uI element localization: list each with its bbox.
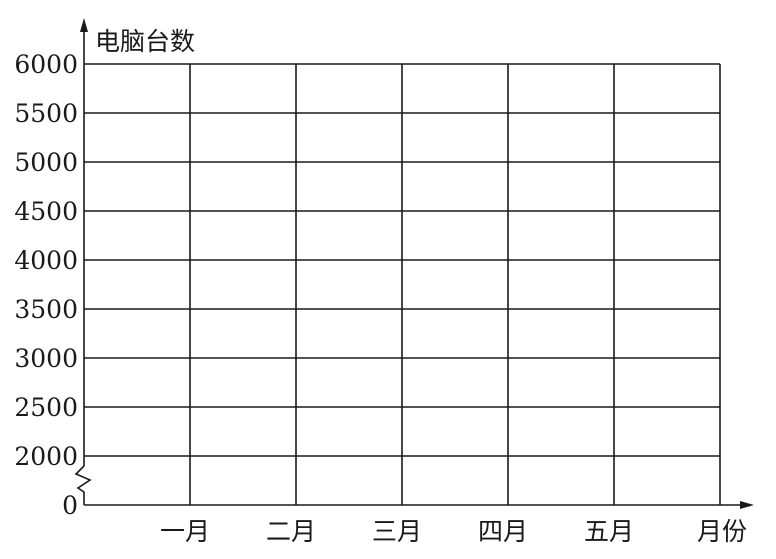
y-axis-arrow-icon [80, 18, 88, 32]
axis-break-zigzag [74, 465, 92, 505]
x-axis-label: 月份 [697, 517, 747, 546]
axes [74, 18, 754, 509]
y-tick-label: 2500 [14, 393, 78, 422]
x-tick-label: 四月 [478, 517, 528, 546]
x-tick-label: 二月 [266, 517, 316, 546]
y-tick-label: 6000 [14, 50, 78, 79]
y-tick-label: 4000 [14, 246, 78, 275]
y-tick-label: 5000 [14, 148, 78, 177]
y-tick-label: 2000 [14, 442, 78, 471]
y-tick-label: 3000 [14, 344, 78, 373]
x-axis-arrow-icon [740, 501, 754, 509]
x-tick-label: 五月 [584, 517, 634, 546]
grid [84, 63, 721, 505]
y-axis-label: 电脑台数 [95, 27, 195, 56]
y-tick-label: 0 [62, 491, 78, 520]
y-tick-labels: 0 2000 2500 3000 3500 4000 4500 5000 5500 6000 [14, 50, 78, 520]
y-tick-label: 4500 [14, 197, 78, 226]
y-tick-label: 3500 [14, 295, 78, 324]
x-tick-label: 三月 [372, 517, 422, 546]
x-tick-label: 一月 [160, 517, 210, 546]
y-tick-label: 5500 [14, 99, 78, 128]
x-tick-labels: 一月 二月 三月 四月 五月 [160, 517, 634, 546]
